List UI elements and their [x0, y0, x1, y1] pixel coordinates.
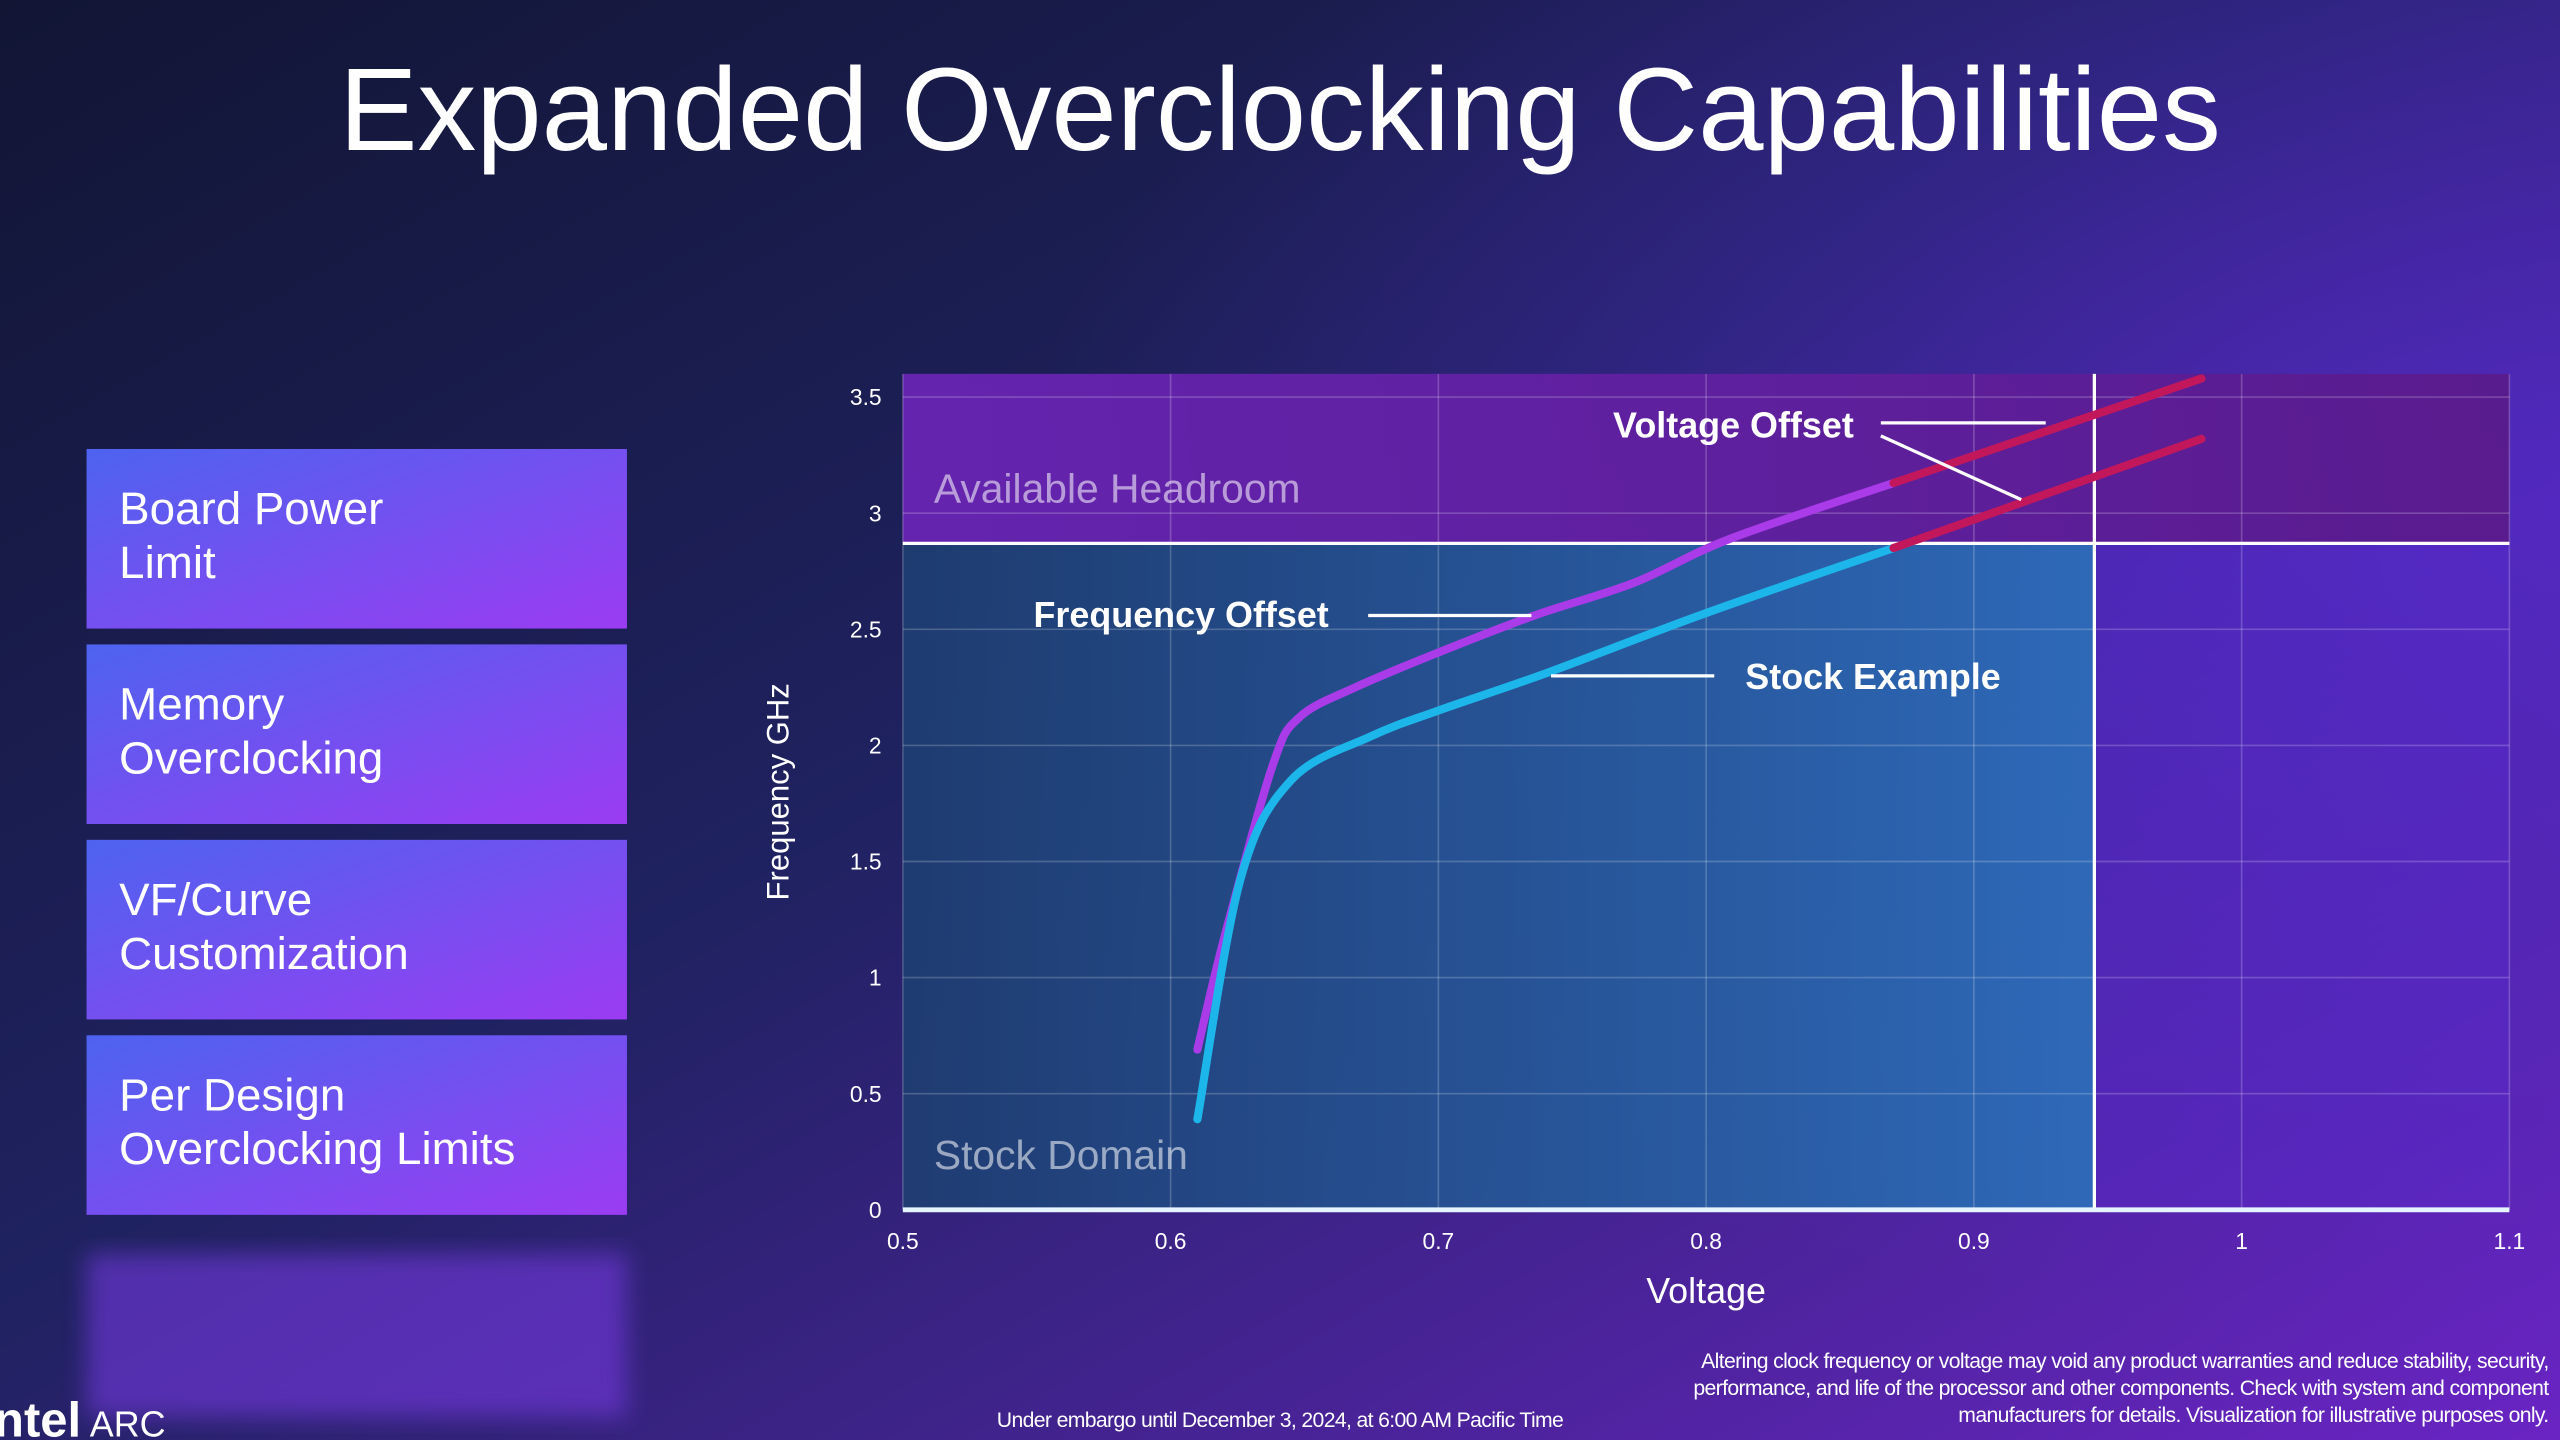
series-annotation: Stock Example: [1745, 656, 2000, 697]
y-axis-title: Frequency GHz: [761, 683, 796, 900]
feature-text: Per Design: [119, 1069, 345, 1120]
x-tick-label: 0.8: [1690, 1228, 1722, 1254]
y-tick-label: 3: [869, 500, 882, 526]
voltage-offset-line: [1889, 434, 2206, 553]
series-line: [1193, 543, 1898, 1124]
y-tick-label: 3.5: [850, 384, 882, 410]
x-tick-label: 0.7: [1422, 1228, 1454, 1254]
feature-text: Board Power: [119, 483, 383, 534]
x-tick-label: 1.1: [2494, 1228, 2526, 1254]
headroom-region: [902, 373, 2510, 544]
x-tick-label: 0.5: [887, 1228, 919, 1254]
voltage-offset-annotation: Voltage Offset: [1613, 405, 1854, 446]
stock-region: [902, 543, 2095, 1210]
feature-text: Overclocking Limits: [119, 1123, 515, 1174]
blurred-item: [86, 1253, 627, 1418]
feature-card: [86, 839, 627, 1020]
leader-line: [1880, 434, 2022, 502]
brand-name: intel: [0, 1394, 81, 1440]
y-tick-label: 2.5: [850, 616, 882, 642]
region-label: Stock Domain: [934, 1132, 1188, 1178]
disclaimer-line: performance, and life of the processor a…: [1693, 1377, 2549, 1400]
chart: 0.5 0.6 0.7 0.8 0.9 1 1.100.511.522.533.5Volta…: [761, 373, 2526, 1311]
x-axis-title: Voltage: [1646, 1270, 1766, 1311]
disclaimer: Altering clock frequency or voltage may …: [1693, 1350, 2550, 1427]
y-tick-label: 0.5: [850, 1081, 882, 1107]
slide-title: Expanded Overclocking Capabilities: [339, 44, 2221, 175]
feature-card: [86, 1035, 627, 1215]
feature-card: [86, 448, 627, 629]
brand-product: ARC: [90, 1404, 166, 1440]
feature-text: Memory: [119, 679, 284, 730]
series-annotation: Frequency Offset: [1033, 594, 1328, 635]
voltage-offset-line: [1889, 374, 2206, 488]
x-tick-label: 0.9: [1958, 1228, 1990, 1254]
x-tick-label: 1: [2235, 1228, 2248, 1254]
disclaimer-line: manufacturers for details. Visualization…: [1958, 1404, 2548, 1427]
feature-text: Limit: [119, 537, 216, 588]
feature-text: VF/Curve: [119, 874, 312, 925]
y-tick-label: 2: [869, 733, 882, 759]
feature-text: Overclocking: [119, 732, 383, 783]
y-tick-label: 1.5: [850, 849, 882, 875]
feature-text: Customization: [119, 928, 409, 979]
y-tick-label: 1: [869, 965, 882, 991]
region-label: Available Headroom: [934, 466, 1301, 512]
x-tick-label: 0.6: [1155, 1228, 1187, 1254]
y-tick-label: 0: [869, 1197, 882, 1223]
feature-card: [86, 644, 627, 824]
embargo-note: Under embargo until December 3, 2024, at…: [997, 1409, 1563, 1432]
disclaimer-line: Altering clock frequency or voltage may …: [1701, 1350, 2548, 1373]
